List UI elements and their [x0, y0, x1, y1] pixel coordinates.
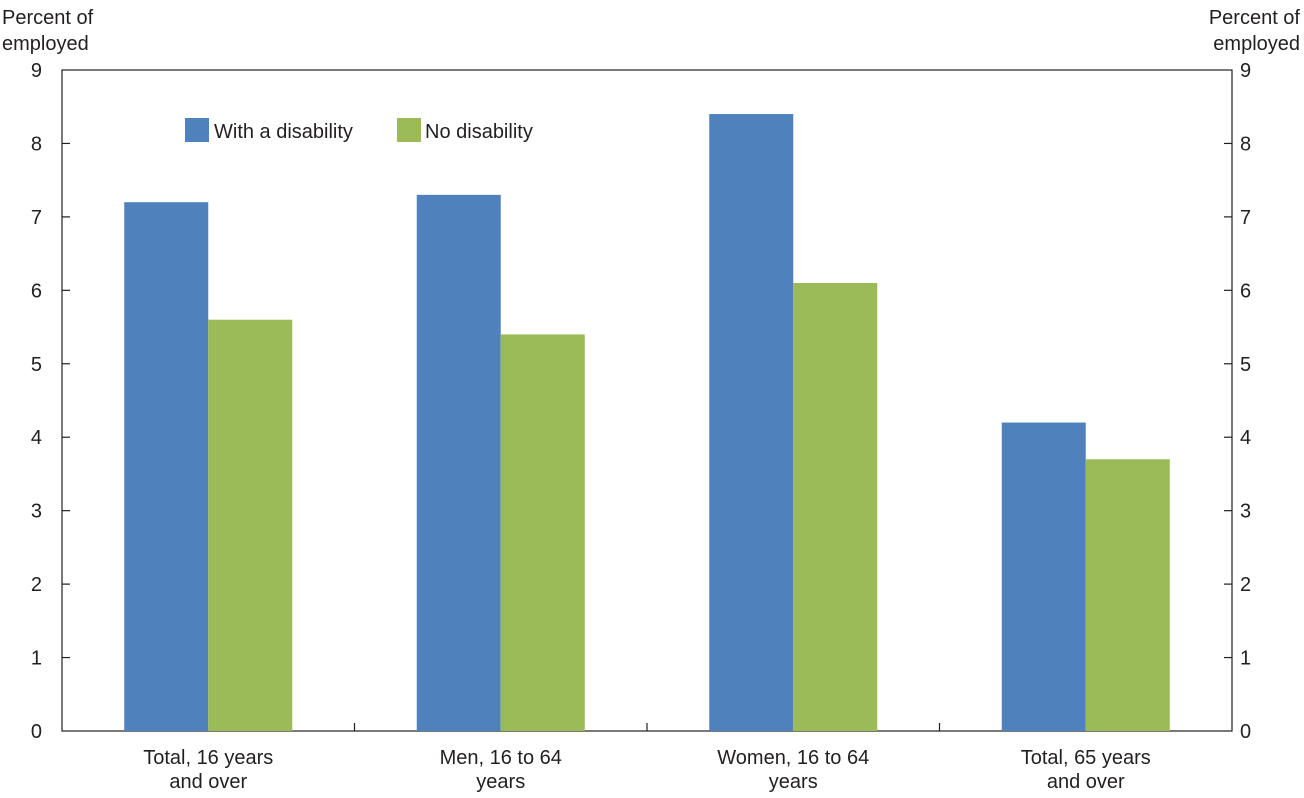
- right-tick-label: 7: [1240, 207, 1251, 229]
- left-tick-label: 9: [31, 60, 42, 82]
- legend-swatch-no-disability: [397, 118, 421, 142]
- right-tick-label: 6: [1240, 280, 1251, 302]
- left-tick-label: 3: [31, 501, 42, 523]
- left-tick-label: 7: [31, 207, 42, 229]
- category-label: and over: [169, 771, 247, 793]
- left-tick-label: 8: [31, 133, 42, 155]
- left-tick-label: 5: [31, 354, 42, 376]
- left-axis-title-line-1: Percent of: [2, 7, 94, 29]
- bar-no-disability: [793, 282, 878, 731]
- x-axis: [353, 723, 941, 731]
- right-tick-label: 2: [1240, 574, 1251, 596]
- right-tick-label: 0: [1240, 721, 1251, 743]
- bar-no-disability: [208, 319, 293, 731]
- right-tick-label: 5: [1240, 354, 1251, 376]
- legend-swatch-with-disability: [185, 118, 209, 142]
- left-tick-label: 0: [31, 721, 42, 743]
- left-axis: 0 1 2 3 4 5 6 7 8 9: [31, 60, 70, 743]
- right-tick-label: 3: [1240, 501, 1251, 523]
- legend: With a disability No disability: [185, 118, 533, 143]
- category-label: Total, 65 years: [1021, 747, 1151, 769]
- category-label: and over: [1047, 771, 1125, 793]
- right-tick-label: 9: [1240, 60, 1251, 82]
- bar-with-disability: [124, 202, 209, 731]
- bar-with-disability: [416, 194, 501, 731]
- bars: [124, 114, 1170, 732]
- right-tick-label: 4: [1240, 427, 1251, 449]
- category-label: Women, 16 to 64: [717, 747, 869, 769]
- left-tick-label: 2: [31, 574, 42, 596]
- left-tick-label: 6: [31, 280, 42, 302]
- bar-with-disability: [1001, 422, 1086, 731]
- category-label: Total, 16 years: [143, 747, 273, 769]
- right-axis-title-line-1: Percent of: [1209, 7, 1301, 29]
- category-label: years: [476, 771, 525, 793]
- bar-no-disability: [1085, 459, 1170, 731]
- category-label: years: [769, 771, 818, 793]
- right-axis-title-line-2: employed: [1213, 33, 1300, 55]
- left-tick-label: 1: [31, 648, 42, 670]
- bar-no-disability: [500, 334, 585, 731]
- left-tick-label: 4: [31, 427, 42, 449]
- right-tick-label: 1: [1240, 648, 1251, 670]
- right-axis: 0 1 2 3 4 5 6 7 8 9: [1224, 60, 1251, 743]
- category-label: Men, 16 to 64: [440, 747, 562, 769]
- legend-label-no-disability: No disability: [425, 121, 533, 143]
- left-axis-title-line-2: employed: [2, 33, 89, 55]
- bar-with-disability: [709, 114, 794, 732]
- legend-label-with-disability: With a disability: [214, 121, 353, 143]
- right-tick-label: 8: [1240, 133, 1251, 155]
